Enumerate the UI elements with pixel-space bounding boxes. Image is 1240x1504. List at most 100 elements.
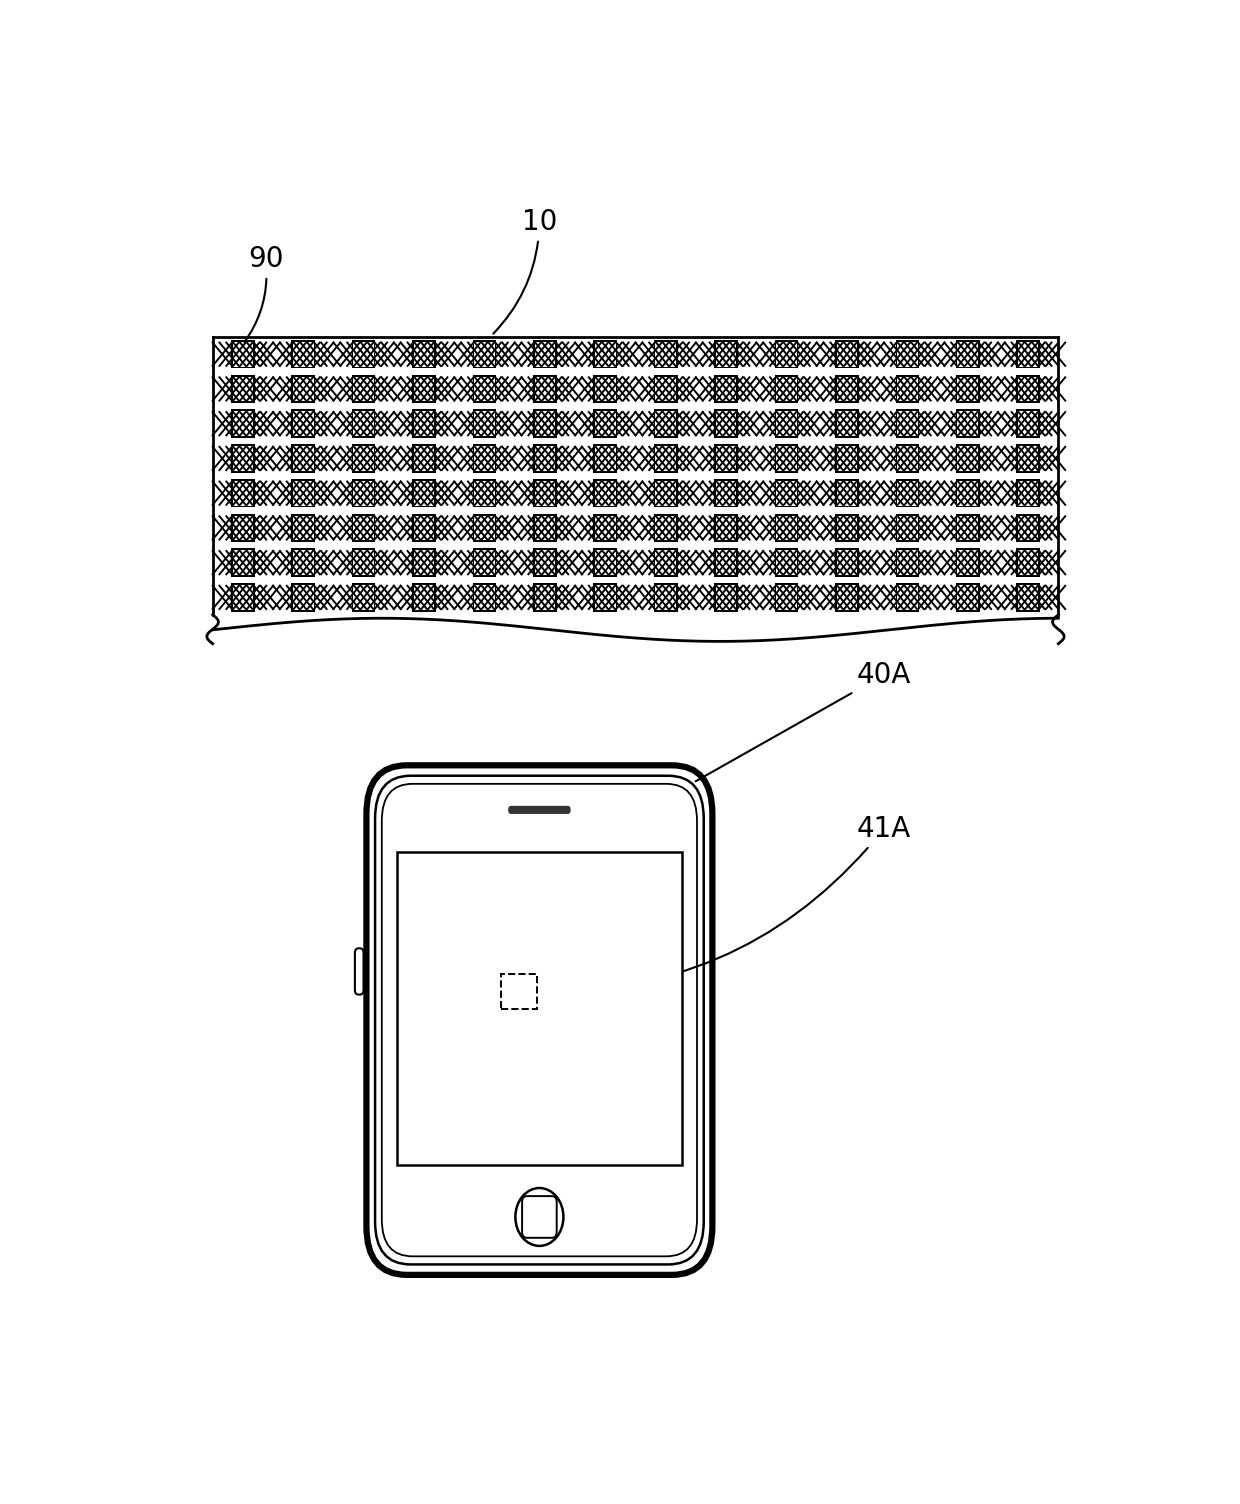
Polygon shape xyxy=(1018,411,1038,436)
Polygon shape xyxy=(1018,341,1038,367)
Polygon shape xyxy=(293,447,314,471)
Polygon shape xyxy=(474,341,495,367)
Polygon shape xyxy=(776,516,797,540)
Polygon shape xyxy=(837,376,857,402)
Polygon shape xyxy=(534,516,556,540)
Polygon shape xyxy=(474,550,495,575)
Polygon shape xyxy=(231,409,254,438)
Polygon shape xyxy=(353,481,374,505)
Polygon shape xyxy=(897,585,918,609)
Polygon shape xyxy=(895,409,919,438)
Polygon shape xyxy=(474,516,495,540)
Polygon shape xyxy=(895,340,919,368)
Polygon shape xyxy=(714,444,738,472)
Polygon shape xyxy=(352,444,376,472)
Polygon shape xyxy=(776,481,797,505)
Polygon shape xyxy=(835,340,859,368)
Polygon shape xyxy=(293,341,314,367)
Polygon shape xyxy=(837,481,857,505)
Polygon shape xyxy=(594,549,618,578)
Polygon shape xyxy=(474,447,495,471)
Polygon shape xyxy=(412,478,436,507)
Polygon shape xyxy=(957,516,978,540)
Polygon shape xyxy=(714,584,738,612)
Polygon shape xyxy=(352,409,376,438)
Polygon shape xyxy=(653,478,677,507)
Polygon shape xyxy=(775,340,799,368)
Polygon shape xyxy=(775,478,799,507)
Polygon shape xyxy=(956,549,980,578)
Polygon shape xyxy=(594,444,618,472)
Polygon shape xyxy=(653,584,677,612)
Polygon shape xyxy=(775,584,799,612)
Polygon shape xyxy=(837,550,857,575)
Polygon shape xyxy=(656,341,676,367)
Polygon shape xyxy=(474,585,495,609)
Polygon shape xyxy=(231,514,254,541)
Polygon shape xyxy=(414,447,434,471)
Polygon shape xyxy=(715,341,737,367)
Polygon shape xyxy=(837,585,857,609)
Polygon shape xyxy=(897,447,918,471)
Polygon shape xyxy=(594,340,618,368)
Polygon shape xyxy=(653,374,677,403)
Polygon shape xyxy=(595,481,615,505)
Polygon shape xyxy=(231,478,254,507)
Polygon shape xyxy=(715,447,737,471)
Polygon shape xyxy=(353,376,374,402)
Polygon shape xyxy=(474,481,495,505)
Polygon shape xyxy=(835,549,859,578)
Polygon shape xyxy=(895,514,919,541)
Polygon shape xyxy=(291,340,315,368)
Polygon shape xyxy=(414,481,434,505)
Polygon shape xyxy=(715,411,737,436)
Polygon shape xyxy=(956,478,980,507)
Polygon shape xyxy=(835,444,859,472)
Polygon shape xyxy=(957,376,978,402)
Polygon shape xyxy=(352,340,376,368)
Polygon shape xyxy=(414,550,434,575)
Polygon shape xyxy=(1017,374,1040,403)
Polygon shape xyxy=(656,481,676,505)
Polygon shape xyxy=(715,376,737,402)
Polygon shape xyxy=(956,340,980,368)
Polygon shape xyxy=(233,411,253,436)
Polygon shape xyxy=(595,550,615,575)
Polygon shape xyxy=(233,481,253,505)
Polygon shape xyxy=(957,341,978,367)
Polygon shape xyxy=(776,447,797,471)
Polygon shape xyxy=(231,444,254,472)
Polygon shape xyxy=(534,481,556,505)
Polygon shape xyxy=(776,550,797,575)
Polygon shape xyxy=(1017,478,1040,507)
Polygon shape xyxy=(1018,585,1038,609)
Circle shape xyxy=(516,1188,563,1245)
Polygon shape xyxy=(653,409,677,438)
Polygon shape xyxy=(653,549,677,578)
Polygon shape xyxy=(897,376,918,402)
Polygon shape xyxy=(595,376,615,402)
Polygon shape xyxy=(412,444,436,472)
Polygon shape xyxy=(897,411,918,436)
Polygon shape xyxy=(353,550,374,575)
Polygon shape xyxy=(714,478,738,507)
Polygon shape xyxy=(233,585,253,609)
Polygon shape xyxy=(231,374,254,403)
Polygon shape xyxy=(775,409,799,438)
Polygon shape xyxy=(1018,481,1038,505)
Polygon shape xyxy=(353,341,374,367)
Polygon shape xyxy=(1018,516,1038,540)
Polygon shape xyxy=(956,584,980,612)
Polygon shape xyxy=(233,550,253,575)
FancyBboxPatch shape xyxy=(355,949,363,994)
Polygon shape xyxy=(595,447,615,471)
Polygon shape xyxy=(895,549,919,578)
Polygon shape xyxy=(233,341,253,367)
Polygon shape xyxy=(534,376,556,402)
Polygon shape xyxy=(957,550,978,575)
Polygon shape xyxy=(714,514,738,541)
Polygon shape xyxy=(656,585,676,609)
Polygon shape xyxy=(835,409,859,438)
Polygon shape xyxy=(776,411,797,436)
Polygon shape xyxy=(837,516,857,540)
